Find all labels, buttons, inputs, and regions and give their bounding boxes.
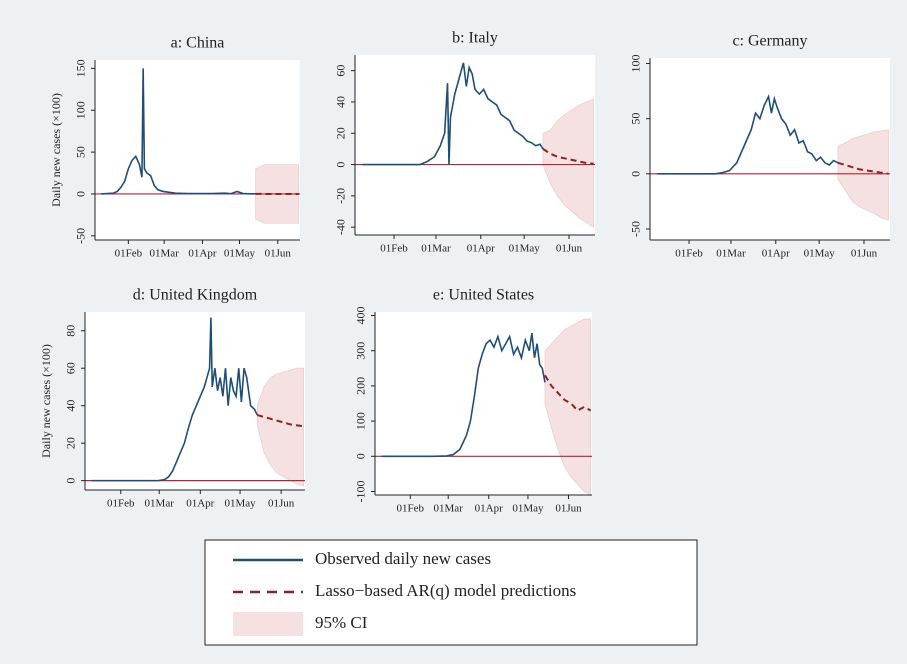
y-tick-label: 200 <box>354 377 368 395</box>
x-tick-label: 01Feb <box>380 243 408 255</box>
x-tick-label: 01May <box>224 498 256 510</box>
observed-line <box>91 317 259 482</box>
y-tick-label: -100 <box>354 480 368 502</box>
prediction-line <box>257 414 304 428</box>
y-tick-label: 0 <box>74 191 88 197</box>
legend-swatch <box>233 612 303 636</box>
prediction-line <box>544 374 592 412</box>
y-tick-label: -50 <box>629 221 643 237</box>
x-tick-label: 01Mar <box>149 248 179 260</box>
y-axis-title: Daily new cases (×100) <box>49 93 63 207</box>
y-tick-label: 80 <box>64 325 78 337</box>
y-tick-label: 20 <box>64 437 78 449</box>
x-tick-label: 01Apr <box>188 248 216 260</box>
y-tick-label: 150 <box>74 59 88 77</box>
x-tick-label: 01Apr <box>475 503 503 515</box>
x-tick-label: 01May <box>804 248 836 260</box>
x-tick-label: 01Jun <box>556 243 583 255</box>
y-tick-label: 40 <box>334 96 348 108</box>
y-tick-label: -20 <box>334 188 348 204</box>
observed-line <box>101 68 256 195</box>
ci-band <box>256 367 304 487</box>
x-tick-label: 01Feb <box>107 498 135 510</box>
y-tick-label: 50 <box>74 146 88 158</box>
observed-line <box>362 62 544 166</box>
y-tick-label: 400 <box>354 307 368 325</box>
x-tick-label: 01Feb <box>397 503 425 515</box>
x-tick-label: 01Jun <box>851 248 878 260</box>
y-tick-label: 100 <box>74 101 88 119</box>
y-tick-label: 0 <box>64 478 78 484</box>
y-tick-label: 60 <box>334 65 348 77</box>
x-tick-label: 01Feb <box>115 248 143 260</box>
x-tick-label: 01May <box>509 243 541 255</box>
y-axis-title: Daily new cases (×100) <box>39 344 53 458</box>
y-tick-label: -50 <box>74 228 88 244</box>
ci-band <box>542 98 594 228</box>
y-tick-label: -40 <box>334 219 348 235</box>
prediction-line <box>542 148 594 165</box>
x-tick-label: 01Mar <box>145 498 175 510</box>
x-tick-label: 01Feb <box>675 248 703 260</box>
panel-title: e: United States <box>433 287 534 304</box>
y-tick-label: 300 <box>354 342 368 360</box>
panel-title: d: United Kingdom <box>133 287 258 304</box>
y-tick-label: 0 <box>629 171 643 177</box>
observed-line <box>657 94 839 175</box>
y-tick-label: 40 <box>64 400 78 412</box>
panel-title: b: Italy <box>452 30 498 47</box>
legend-label: Observed daily new cases <box>315 549 491 568</box>
x-tick-label: 01May <box>512 503 544 515</box>
y-tick-label: 0 <box>334 162 348 168</box>
y-tick-label: 0 <box>354 453 368 459</box>
x-tick-label: 01Mar <box>434 503 464 515</box>
y-tick-label: 100 <box>629 55 643 73</box>
observed-line <box>381 332 546 458</box>
x-tick-label: 01Mar <box>421 243 451 255</box>
prediction-line <box>837 161 889 175</box>
y-tick-label: 50 <box>629 113 643 125</box>
x-tick-label: 01Apr <box>467 243 495 255</box>
x-tick-label: 01Jun <box>265 248 292 260</box>
legend-label: 95% CI <box>315 613 368 632</box>
x-tick-label: 01Mar <box>716 248 746 260</box>
y-tick-label: 20 <box>334 127 348 139</box>
x-tick-label: 01Jun <box>268 498 295 510</box>
x-tick-label: 01Apr <box>762 248 790 260</box>
ci-band <box>837 129 889 221</box>
panel-title: c: Germany <box>732 33 807 50</box>
panel-title: a: China <box>171 35 225 52</box>
y-tick-label: 60 <box>64 362 78 374</box>
y-tick-label: 100 <box>354 412 368 430</box>
x-tick-label: 01Apr <box>186 498 214 510</box>
legend-label: Lasso−based AR(q) model predictions <box>315 581 576 600</box>
x-tick-label: 01May <box>224 248 256 260</box>
x-tick-label: 01Jun <box>555 503 582 515</box>
